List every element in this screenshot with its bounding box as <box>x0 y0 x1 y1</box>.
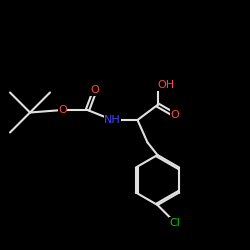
Text: Cl: Cl <box>170 218 180 228</box>
Text: OH: OH <box>158 80 174 90</box>
Text: NH: NH <box>104 115 121 125</box>
Text: O: O <box>170 110 179 120</box>
Text: O: O <box>90 85 100 95</box>
Text: O: O <box>58 105 67 115</box>
